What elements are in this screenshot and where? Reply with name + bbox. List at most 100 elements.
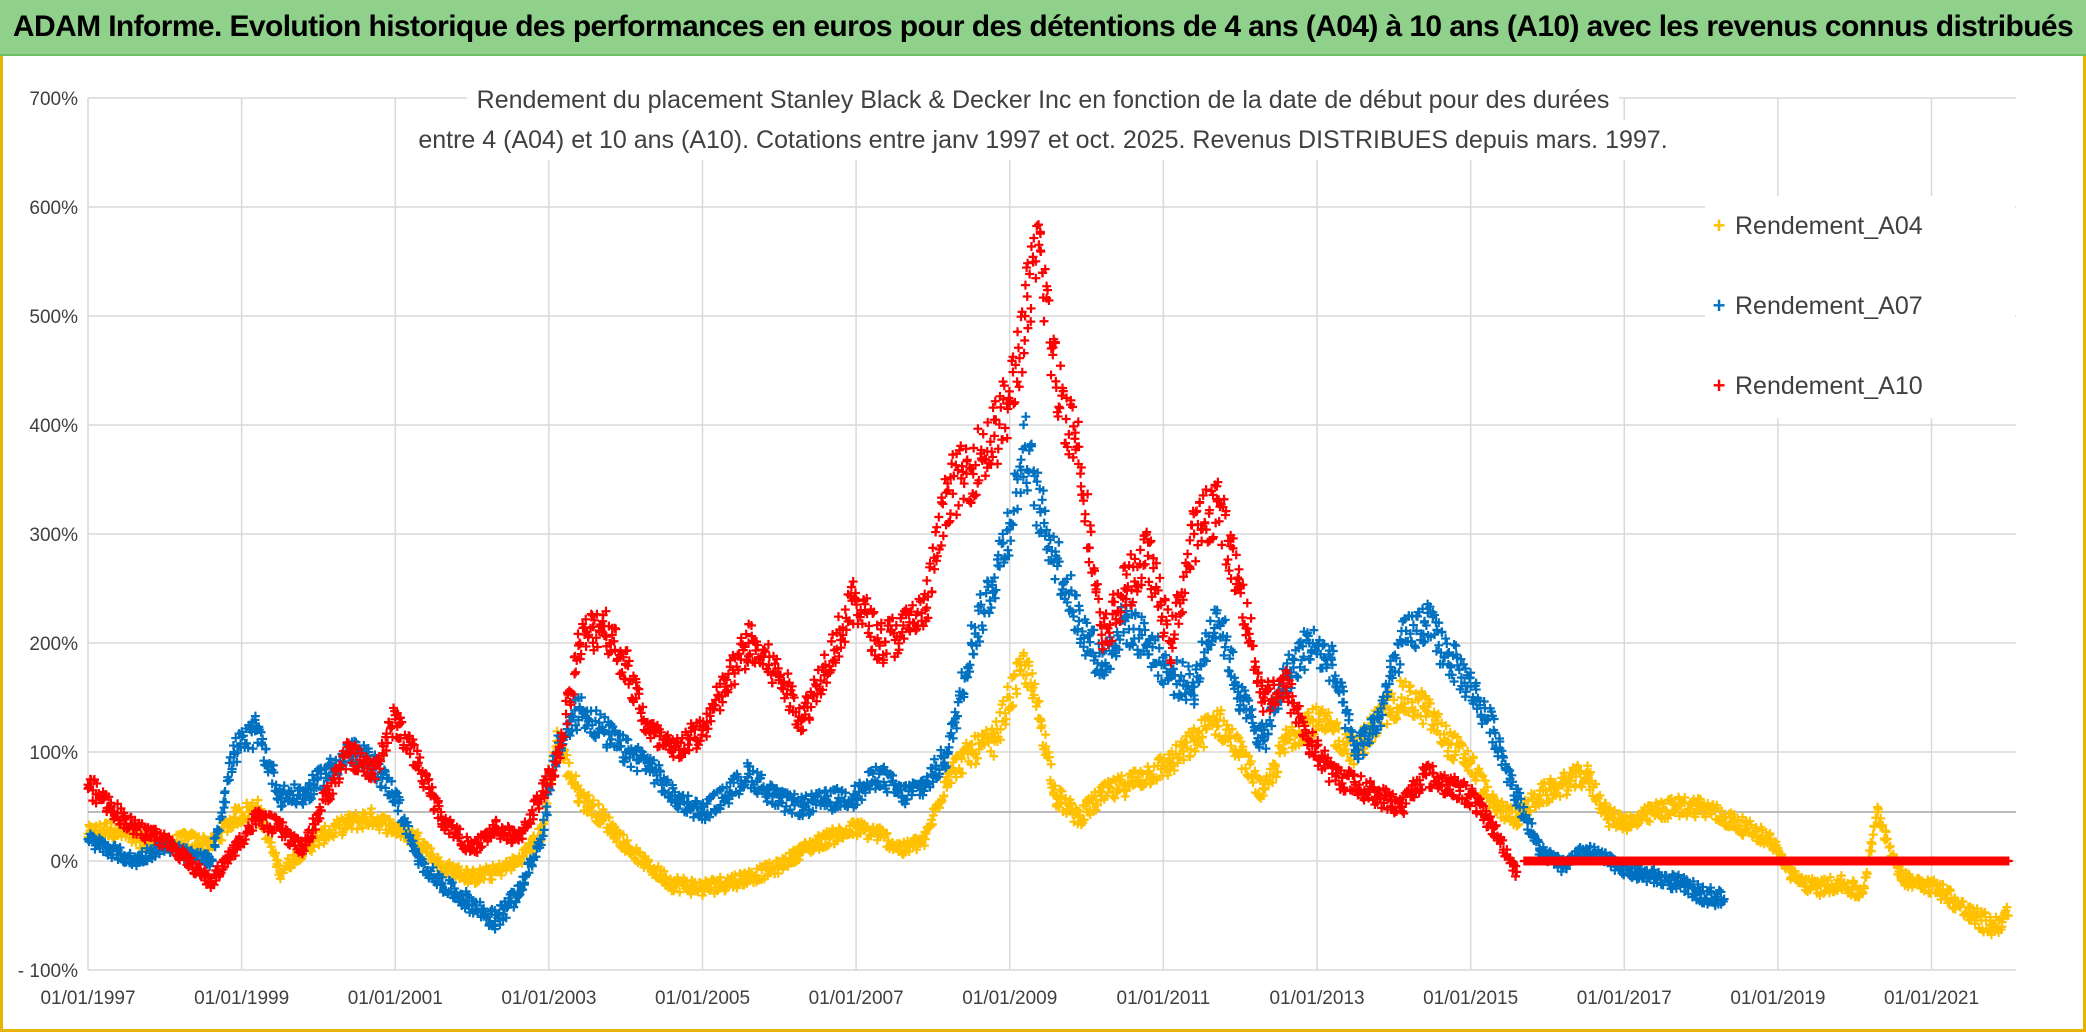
marker-rendement-a04 (989, 751, 999, 761)
marker-rendement-a04 (1195, 738, 1205, 748)
marker-rendement-a04 (957, 768, 967, 778)
marker-rendement-a04 (1246, 757, 1256, 767)
marker-rendement-a04 (618, 830, 628, 840)
marker-rendement-a04 (1213, 721, 1223, 731)
marker-rendement-a07 (1006, 518, 1016, 528)
marker-rendement-a04 (882, 828, 892, 838)
marker-rendement-a04 (573, 781, 583, 791)
marker-rendement-a04 (833, 836, 843, 846)
marker-rendement-a04 (1163, 770, 1173, 780)
x-tick-label: 01/01/2007 (809, 988, 904, 1009)
marker-rendement-a04 (934, 803, 944, 813)
x-tick-label: 01/01/2003 (501, 988, 596, 1009)
marker-rendement-a04 (971, 759, 981, 769)
marker-rendement-a04 (421, 840, 431, 850)
marker-rendement-a04 (1046, 759, 1056, 769)
marker-rendement-a04 (686, 889, 696, 899)
marker-rendement-a07 (1339, 697, 1349, 707)
marker-rendement-a04 (921, 829, 931, 839)
marker-rendement-a04 (1210, 730, 1220, 740)
marker-rendement-a04 (1266, 764, 1276, 774)
marker-rendement-a04 (564, 758, 574, 768)
marker-rendement-a04 (131, 837, 141, 847)
marker-rendement-a04 (1169, 766, 1179, 776)
marker-rendement-a04 (995, 735, 1005, 745)
marker-rendement-a04 (102, 818, 112, 828)
marker-rendement-a04 (937, 796, 947, 806)
marker-rendement-a04 (1179, 755, 1189, 765)
x-tick-label: 01/01/2019 (1730, 988, 1825, 1009)
marker-rendement-a04 (1197, 732, 1207, 742)
marker-rendement-a04 (228, 822, 238, 832)
y-tick-label: 500% (29, 307, 78, 328)
marker-rendement-a04 (972, 753, 982, 763)
marker-rendement-a07 (1075, 605, 1085, 615)
marker-rendement-a04 (1021, 670, 1031, 680)
marker-rendement-a04 (426, 843, 436, 853)
marker-rendement-a04 (374, 825, 384, 835)
marker-rendement-a04 (358, 823, 368, 833)
marker-rendement-a04 (1260, 784, 1270, 794)
marker-rendement-a07 (1050, 574, 1060, 584)
marker-rendement-a04 (979, 739, 989, 749)
marker-rendement-a04 (659, 866, 669, 876)
marker-rendement-a04 (366, 804, 376, 814)
marker-rendement-a04 (1268, 777, 1278, 787)
marker-rendement-a04 (247, 798, 257, 808)
marker-rendement-a04 (1194, 726, 1204, 736)
marker-rendement-a07 (1071, 590, 1081, 600)
marker-rendement-a04 (454, 861, 464, 871)
marker-rendement-a04 (732, 883, 742, 893)
marker-rendement-a07 (780, 807, 790, 817)
marker-rendement-a04 (1138, 769, 1148, 779)
marker-rendement-a07 (975, 590, 985, 600)
marker-rendement-a04 (1256, 793, 1266, 803)
marker-rendement-a07 (1019, 420, 1029, 430)
marker-rendement-a04 (1024, 661, 1034, 671)
marker-rendement-a07 (1293, 672, 1303, 682)
marker-rendement-a04 (217, 835, 227, 845)
marker-rendement-a04 (1280, 747, 1290, 757)
marker-rendement-a04 (1032, 697, 1042, 707)
marker-rendement-a04 (1003, 682, 1013, 692)
marker-rendement-a04 (1067, 798, 1077, 808)
x-tick-label: 01/01/2015 (1423, 988, 1518, 1009)
marker-rendement-a07 (969, 649, 979, 659)
x-tick-label: 01/01/2001 (348, 988, 443, 1009)
marker-rendement-a04 (1019, 648, 1029, 658)
marker-rendement-a04 (1222, 720, 1232, 730)
marker-rendement-a04 (579, 788, 589, 798)
marker-rendement-a04 (588, 795, 598, 805)
marker-rendement-a04 (266, 837, 276, 847)
marker-rendement-a04 (1227, 724, 1237, 734)
marker-rendement-a04 (951, 772, 961, 782)
page-title: ADAM Informe. Evolution historique des p… (12, 10, 2074, 43)
x-tick-label: 01/01/2011 (1117, 988, 1211, 1009)
marker-rendement-a04 (1117, 771, 1127, 781)
marker-rendement-a04 (1016, 660, 1026, 670)
marker-rendement-a04 (529, 831, 539, 841)
marker-rendement-a04 (1271, 761, 1281, 771)
marker-rendement-a04 (1057, 786, 1067, 796)
marker-rendement-a04 (192, 833, 202, 843)
x-tick-label: 01/01/2009 (962, 988, 1057, 1009)
marker-rendement-a04 (584, 790, 594, 800)
y-tick-label: - 100% (18, 961, 78, 982)
marker-rendement-a04 (1120, 791, 1130, 801)
marker-rendement-a04 (271, 848, 281, 858)
marker-rendement-a04 (95, 820, 105, 830)
marker-rendement-a07 (944, 742, 954, 752)
marker-rendement-a04 (798, 847, 808, 857)
marker-rendement-a04 (661, 872, 671, 882)
marker-rendement-a04 (1202, 723, 1212, 733)
marker-rendement-a07 (1154, 643, 1164, 653)
marker-rendement-a04 (89, 822, 99, 832)
marker-rendement-a04 (275, 874, 285, 884)
marker-rendement-a04 (1244, 751, 1254, 761)
marker-rendement-a07 (1037, 495, 1047, 505)
marker-rendement-a04 (1050, 781, 1060, 791)
marker-rendement-a04 (1236, 737, 1246, 747)
marker-rendement-a04 (1273, 767, 1283, 777)
marker-rendement-a04 (1240, 764, 1250, 774)
marker-rendement-a04 (1397, 693, 1406, 702)
